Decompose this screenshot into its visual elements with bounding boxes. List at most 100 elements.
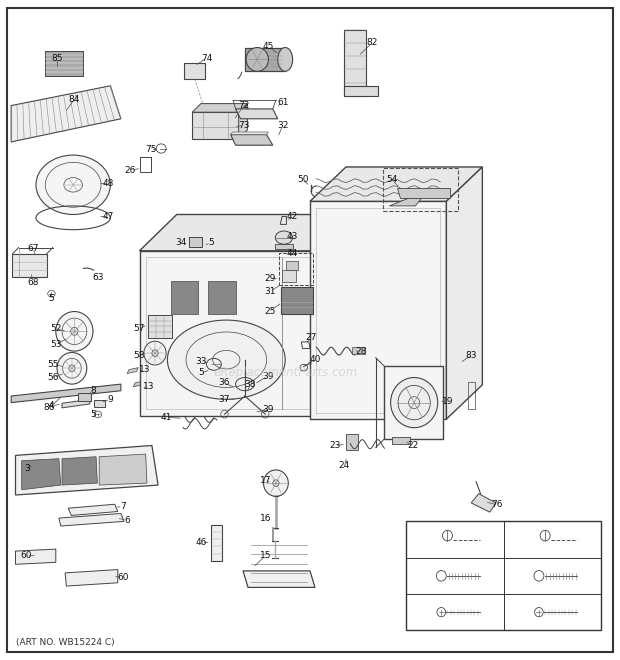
Polygon shape [22, 459, 61, 490]
Polygon shape [192, 112, 239, 139]
Polygon shape [231, 135, 273, 145]
Polygon shape [62, 399, 90, 408]
Ellipse shape [246, 48, 268, 71]
Text: 84: 84 [69, 94, 80, 104]
Text: 83: 83 [466, 350, 477, 360]
Text: 38: 38 [245, 379, 256, 389]
Bar [148, 315, 172, 338]
Polygon shape [127, 368, 138, 374]
Polygon shape [397, 188, 450, 198]
Text: 53: 53 [50, 340, 61, 349]
Ellipse shape [167, 320, 285, 399]
Text: 63: 63 [92, 273, 104, 282]
Text: 16: 16 [260, 513, 271, 523]
Polygon shape [446, 167, 482, 419]
Polygon shape [471, 494, 496, 512]
Polygon shape [211, 525, 222, 561]
Text: 60: 60 [20, 551, 32, 560]
Polygon shape [389, 198, 422, 206]
Ellipse shape [264, 470, 288, 496]
Polygon shape [11, 384, 121, 403]
Text: 58: 58 [134, 350, 145, 360]
Text: 5: 5 [198, 368, 205, 378]
Text: 5: 5 [48, 294, 54, 303]
Text: 5: 5 [208, 238, 214, 248]
Text: 45: 45 [262, 42, 273, 51]
Text: 3: 3 [24, 464, 30, 473]
Bar [468, 382, 476, 409]
Text: 68: 68 [27, 278, 38, 287]
Ellipse shape [275, 231, 293, 244]
Text: 57: 57 [134, 324, 145, 333]
Text: (ART NO. WB15224 C): (ART NO. WB15224 C) [16, 638, 114, 647]
Bar [384, 366, 443, 439]
Text: 82: 82 [366, 38, 378, 48]
Text: 39: 39 [262, 372, 273, 381]
Text: 26: 26 [125, 166, 136, 175]
Text: 9: 9 [107, 395, 113, 404]
Text: 31: 31 [264, 287, 275, 296]
Text: 86: 86 [44, 403, 55, 412]
Polygon shape [239, 104, 247, 139]
Polygon shape [12, 254, 46, 277]
Polygon shape [344, 30, 366, 96]
Bar [140, 157, 151, 172]
Text: 67: 67 [27, 244, 38, 253]
Text: 23: 23 [329, 441, 340, 450]
Bar [406, 521, 601, 630]
Text: 43: 43 [287, 232, 298, 241]
Text: 56: 56 [48, 373, 59, 382]
Polygon shape [275, 244, 293, 249]
Bar [383, 168, 458, 211]
Text: 55: 55 [48, 360, 59, 369]
Ellipse shape [391, 378, 438, 428]
Text: 50: 50 [297, 175, 308, 184]
Polygon shape [243, 571, 315, 587]
Polygon shape [231, 132, 268, 135]
Polygon shape [16, 446, 158, 495]
Text: 72: 72 [238, 101, 249, 110]
Text: 47: 47 [103, 212, 114, 221]
Text: 25: 25 [264, 307, 275, 316]
Text: 75: 75 [145, 145, 156, 154]
Polygon shape [329, 214, 366, 416]
Bar [279, 253, 313, 285]
Bar [170, 280, 198, 314]
Polygon shape [245, 48, 285, 71]
Text: 54: 54 [386, 175, 397, 184]
Text: 13: 13 [139, 365, 150, 374]
Text: 36: 36 [219, 378, 230, 387]
Polygon shape [62, 457, 97, 485]
Polygon shape [236, 109, 278, 119]
Text: 32: 32 [277, 121, 288, 130]
Polygon shape [310, 201, 446, 419]
Text: 22: 22 [407, 441, 419, 450]
Polygon shape [344, 86, 378, 96]
Bar [189, 237, 202, 247]
Bar [392, 437, 410, 444]
Text: eReplacementParts.com: eReplacementParts.com [213, 366, 357, 379]
Text: 40: 40 [309, 355, 321, 364]
Polygon shape [99, 454, 147, 485]
Text: 33: 33 [196, 357, 207, 366]
Text: 74: 74 [201, 53, 212, 63]
Text: 73: 73 [238, 121, 249, 130]
Text: 19: 19 [442, 397, 453, 406]
Text: 29: 29 [264, 274, 275, 283]
Text: 6: 6 [124, 515, 130, 525]
Text: 8: 8 [90, 386, 96, 395]
Polygon shape [68, 504, 118, 515]
Text: 52: 52 [50, 324, 61, 333]
Polygon shape [192, 104, 247, 112]
Text: 41: 41 [161, 412, 172, 422]
Text: 24: 24 [339, 461, 350, 470]
Polygon shape [16, 549, 56, 564]
Text: 76: 76 [492, 500, 503, 510]
Text: 27: 27 [306, 333, 317, 343]
Ellipse shape [144, 341, 166, 365]
Ellipse shape [36, 155, 110, 214]
Text: 5: 5 [90, 410, 96, 419]
Text: 34: 34 [175, 238, 187, 248]
Text: 60: 60 [117, 573, 128, 582]
Polygon shape [133, 381, 144, 387]
